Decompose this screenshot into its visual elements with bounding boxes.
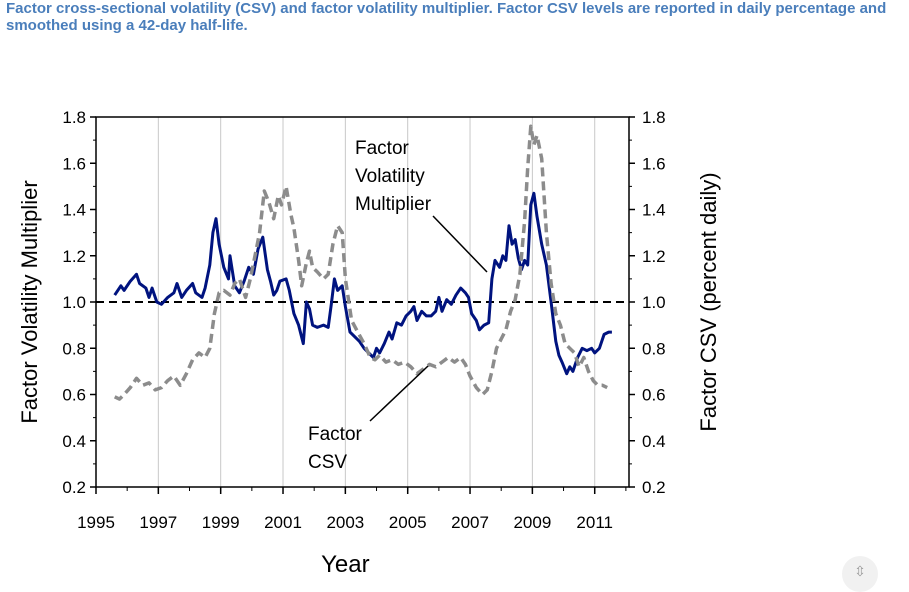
y-tick-label-left: 0.8 bbox=[62, 339, 86, 358]
figure-caption: Factor cross-sectional volatility (CSV) … bbox=[6, 0, 887, 34]
y-tick-label-right: 0.4 bbox=[642, 432, 666, 451]
x-tick-label: 2011 bbox=[576, 513, 613, 532]
x-tick-label: 2003 bbox=[326, 513, 364, 532]
annotation-multiplier-text: Factor bbox=[355, 138, 410, 159]
y-tick-label-left: 1.6 bbox=[62, 154, 86, 173]
y-tick-label-right: 1.0 bbox=[642, 293, 666, 312]
y-tick-label-left: 0.4 bbox=[62, 432, 86, 451]
y-tick-label-left: 0.6 bbox=[62, 386, 86, 405]
axis-ticks: 0.2 0.4 0.6 0.8 1.0 1.2 1.4 1.6 1.8 0.2 0.4 0.6 0.8 1… bbox=[62, 108, 665, 532]
y-tick-label-right: 1.8 bbox=[642, 108, 666, 127]
x-tick-label: 1995 bbox=[77, 513, 115, 532]
y-tick-label-right: 0.8 bbox=[642, 339, 666, 358]
y-tick-label-right: 1.2 bbox=[642, 247, 666, 266]
x-tick-label: 1997 bbox=[139, 513, 177, 532]
annotation-csv-text: CSV bbox=[308, 452, 347, 473]
annotation-multiplier-text: Multiplier bbox=[355, 194, 432, 215]
y-tick-label-left: 1.0 bbox=[62, 293, 86, 312]
x-axis-title: Year bbox=[321, 551, 370, 578]
scroll-resize-button[interactable]: ⇳ bbox=[842, 556, 878, 592]
y-tick-label-left: 1.2 bbox=[62, 247, 86, 266]
y-tick-label-left: 1.8 bbox=[62, 108, 86, 127]
y-tick-label-right: 1.6 bbox=[642, 154, 666, 173]
annotations: Factor Volatility Multiplier Factor CSV bbox=[308, 138, 488, 473]
annotation-csv-text: Factor bbox=[308, 424, 363, 445]
x-tick-label: 1999 bbox=[202, 513, 240, 532]
annotation-multiplier-text: Volatility bbox=[355, 166, 425, 187]
x-tick-label: 2005 bbox=[389, 513, 427, 532]
y-tick-label-right: 0.6 bbox=[642, 386, 666, 405]
annotation-csv-pointer bbox=[369, 365, 429, 422]
x-tick-label: 2007 bbox=[451, 513, 489, 532]
series-layer bbox=[113, 124, 612, 401]
y-tick-label-left: 0.2 bbox=[62, 478, 86, 497]
y-axis-title-right: Factor CSV (percent daily) bbox=[696, 172, 721, 431]
y-tick-label-left: 1.4 bbox=[62, 201, 86, 220]
y-axis-title-left: Factor Volatility Multiplier bbox=[17, 180, 42, 423]
series-line-factor-csv bbox=[113, 124, 608, 401]
y-tick-label-right: 0.2 bbox=[642, 478, 666, 497]
series-line-factor-volatility-multiplier bbox=[113, 191, 612, 376]
y-tick-label-right: 1.4 bbox=[642, 201, 666, 220]
x-tick-label: 2009 bbox=[513, 513, 551, 532]
x-tick-label: 2001 bbox=[264, 513, 302, 532]
annotation-multiplier-pointer bbox=[432, 215, 488, 273]
